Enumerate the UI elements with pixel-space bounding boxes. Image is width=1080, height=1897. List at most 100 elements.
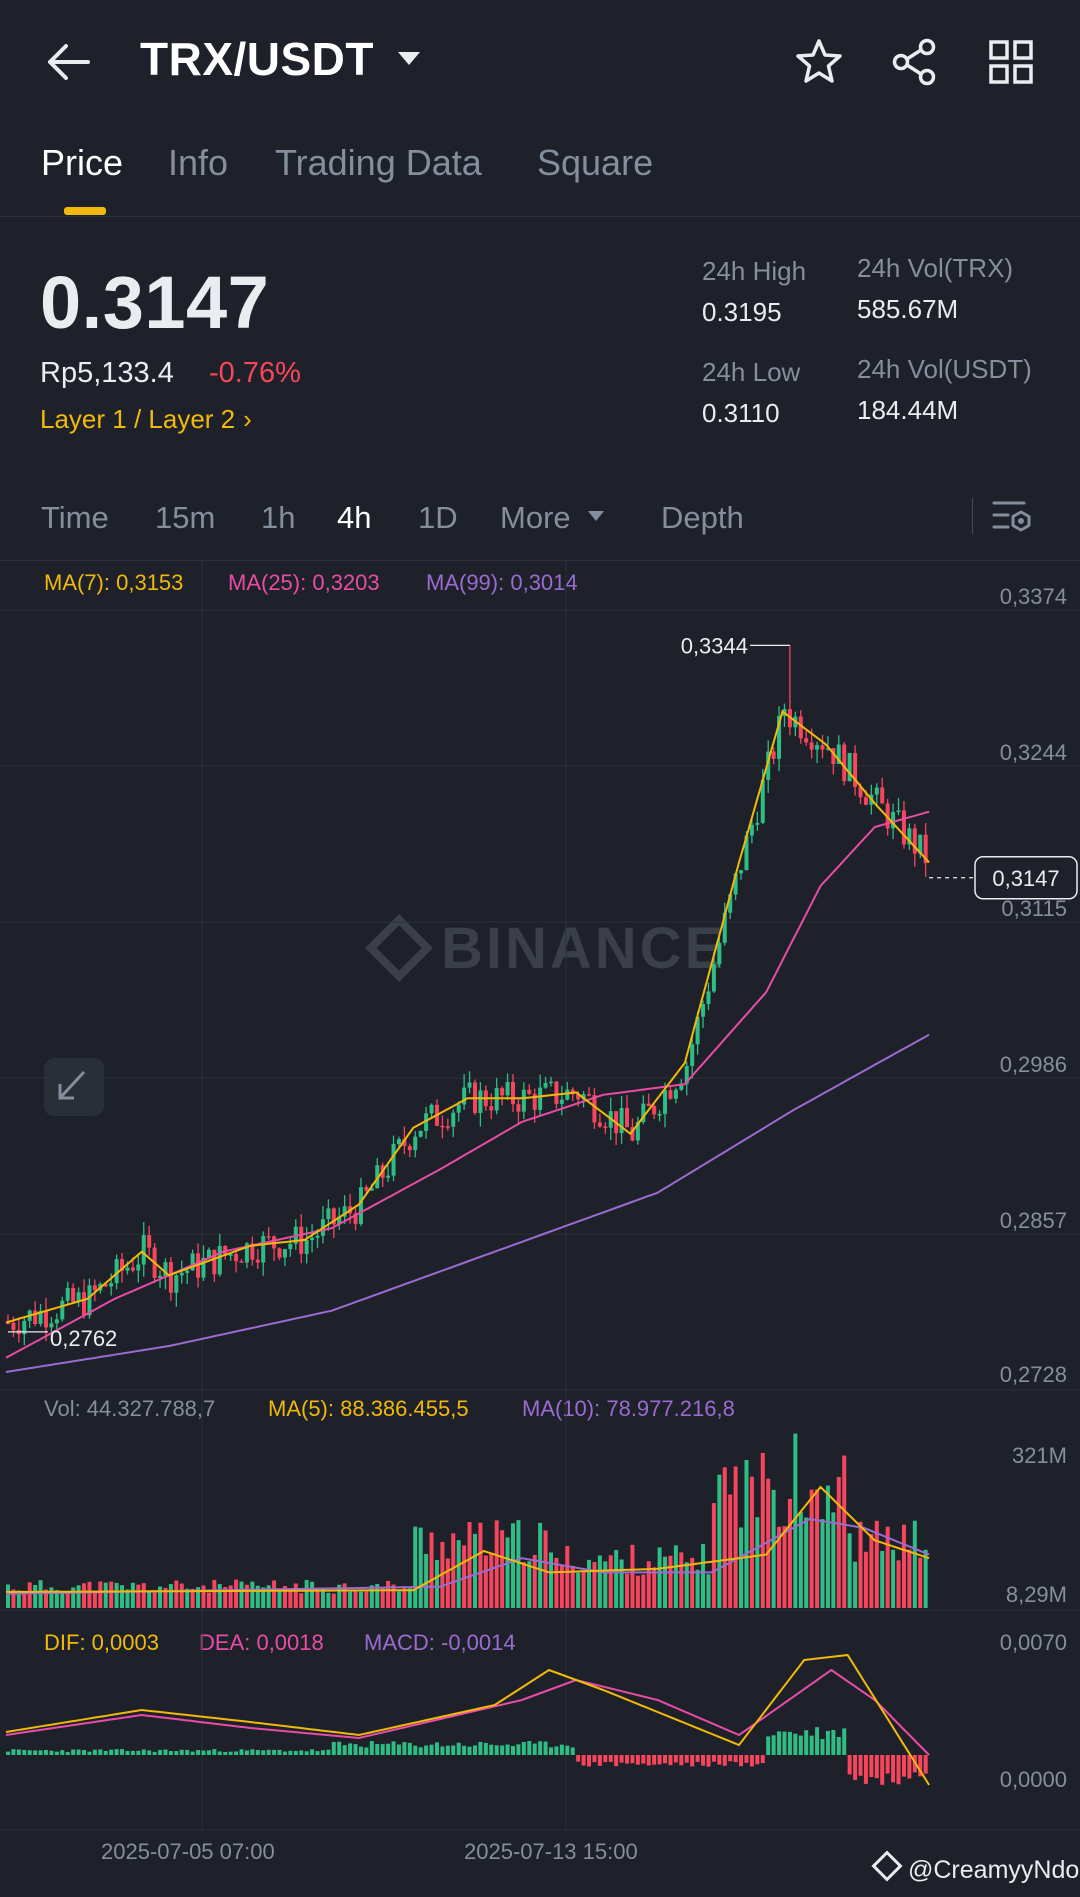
macd-histogram-bar bbox=[728, 1755, 733, 1762]
interval-1h[interactable]: 1h bbox=[261, 500, 296, 535]
candle-body bbox=[554, 1081, 559, 1104]
macd-histogram-bar bbox=[793, 1733, 798, 1755]
volume-bar bbox=[798, 1511, 803, 1608]
interval-4h[interactable]: 4h bbox=[337, 500, 372, 535]
interval-depth[interactable]: Depth bbox=[661, 500, 744, 535]
volume-bar bbox=[331, 1593, 336, 1608]
macd-histogram-bar bbox=[581, 1755, 586, 1766]
volume-bar bbox=[874, 1520, 879, 1608]
macd-histogram-bar bbox=[901, 1755, 906, 1777]
macd-histogram-bar bbox=[472, 1745, 477, 1755]
candle-body bbox=[185, 1270, 190, 1273]
macd-histogram-bar bbox=[766, 1736, 771, 1755]
volume-bar bbox=[174, 1580, 179, 1608]
candle-body bbox=[282, 1249, 287, 1258]
candle-body bbox=[158, 1275, 163, 1278]
candle-body bbox=[641, 1103, 646, 1123]
macd-histogram-bar bbox=[771, 1735, 776, 1755]
price-tick: 0,3244 bbox=[999, 740, 1067, 765]
volume-bar bbox=[635, 1575, 640, 1608]
price-tick: 0,2986 bbox=[999, 1052, 1067, 1077]
candle-body bbox=[391, 1144, 396, 1176]
tab-price[interactable]: Price bbox=[41, 142, 124, 183]
arrow-down-left-icon bbox=[58, 1070, 86, 1100]
candle-body bbox=[663, 1090, 668, 1115]
volume-bar bbox=[673, 1545, 678, 1608]
chevron-down-icon[interactable] bbox=[398, 52, 420, 65]
interval-more[interactable]: More bbox=[500, 500, 571, 535]
macd-histogram-bar bbox=[288, 1750, 293, 1755]
macd-histogram-bar bbox=[755, 1755, 760, 1765]
candle-body bbox=[549, 1081, 553, 1084]
last-price-tag bbox=[974, 856, 1078, 900]
macd-histogram-bar bbox=[348, 1743, 353, 1755]
chart-settings-icon[interactable] bbox=[990, 495, 1034, 539]
macd-histogram-bar bbox=[190, 1751, 195, 1755]
macd-histogram-bar bbox=[777, 1731, 782, 1755]
candle-body bbox=[462, 1087, 467, 1105]
macd-histogram-bar bbox=[923, 1755, 928, 1774]
macd-histogram-bar bbox=[739, 1755, 744, 1767]
vol-tick: 8,29M bbox=[1005, 1582, 1067, 1607]
candle-body bbox=[261, 1236, 266, 1263]
volume-bar bbox=[244, 1584, 249, 1608]
binance-small-logo-icon bbox=[871, 1850, 903, 1882]
back-arrow-icon[interactable] bbox=[44, 40, 92, 84]
volume-bar bbox=[771, 1489, 776, 1608]
volume-bar bbox=[793, 1433, 798, 1608]
candle-body bbox=[358, 1187, 363, 1224]
volume-bar bbox=[467, 1522, 472, 1608]
volume-bar bbox=[787, 1498, 792, 1608]
interval-1d[interactable]: 1D bbox=[418, 500, 458, 535]
candle-body bbox=[33, 1310, 38, 1324]
tab-trading-data[interactable]: Trading Data bbox=[275, 142, 482, 183]
volume-bar bbox=[516, 1520, 521, 1608]
share-icon[interactable] bbox=[889, 36, 941, 88]
volume-bar bbox=[521, 1562, 526, 1608]
macd-histogram-bar bbox=[494, 1745, 499, 1755]
candle-body bbox=[766, 751, 771, 780]
macd-histogram-bar bbox=[54, 1751, 59, 1755]
dea-line bbox=[5, 1668, 930, 1756]
tab-info[interactable]: Info bbox=[168, 142, 229, 183]
macd-histogram-bar bbox=[272, 1749, 277, 1755]
candle-body bbox=[749, 824, 754, 836]
grid-icon[interactable] bbox=[985, 36, 1037, 88]
star-icon[interactable] bbox=[793, 36, 845, 88]
candle-body bbox=[907, 828, 912, 845]
macd-histogram-bar bbox=[158, 1749, 163, 1755]
volume-bar bbox=[136, 1584, 141, 1608]
macd-histogram-bar bbox=[467, 1746, 472, 1755]
kline-chart[interactable]: 0,3344 0,2762 0,3147 bbox=[0, 560, 1080, 1897]
candle-body bbox=[500, 1088, 505, 1096]
volume-bar bbox=[663, 1556, 668, 1608]
interval-time[interactable]: Time bbox=[41, 500, 109, 535]
candle-body bbox=[44, 1310, 49, 1328]
macd-histogram-bar bbox=[239, 1749, 244, 1755]
volume-bar bbox=[494, 1520, 499, 1608]
volume-bar bbox=[896, 1560, 901, 1608]
macd-histogram-bar bbox=[597, 1755, 602, 1766]
volume-bar bbox=[722, 1467, 727, 1608]
volume-bar bbox=[695, 1569, 700, 1608]
last-price: 0.3147 bbox=[40, 261, 270, 344]
macd-histogram-bar bbox=[722, 1755, 727, 1766]
macd-histogram-bar bbox=[136, 1750, 141, 1755]
volume-bar bbox=[109, 1581, 114, 1608]
price-tick: 0,2728 bbox=[999, 1362, 1067, 1387]
category-link[interactable]: Layer 1 / Layer 2 › bbox=[40, 404, 252, 435]
volume-bar bbox=[760, 1452, 765, 1608]
volume-bar bbox=[901, 1524, 906, 1608]
volume-bar bbox=[196, 1587, 201, 1608]
pair-title[interactable]: TRX/USDT bbox=[140, 33, 374, 85]
macd-histogram-bar bbox=[141, 1749, 146, 1755]
macd-histogram-bar bbox=[418, 1747, 423, 1755]
macd-histogram-bar bbox=[38, 1750, 43, 1755]
tab-square[interactable]: Square bbox=[537, 142, 654, 183]
macd-histogram-bar bbox=[92, 1749, 97, 1755]
candle-body bbox=[65, 1287, 70, 1301]
interval-15m[interactable]: 15m bbox=[155, 500, 216, 535]
volume-bar bbox=[147, 1590, 152, 1608]
macd-histogram-bar bbox=[668, 1755, 673, 1766]
volume-bar bbox=[304, 1579, 309, 1608]
